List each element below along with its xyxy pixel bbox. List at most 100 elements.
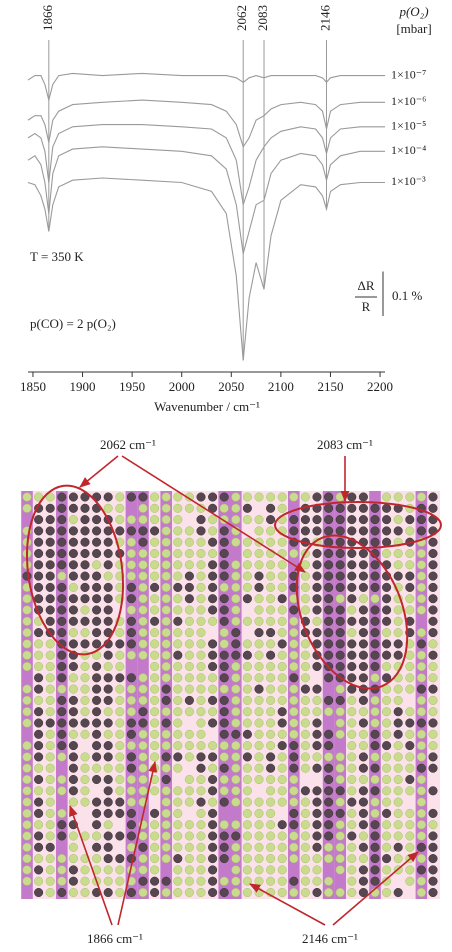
- oxygen-atom: [243, 843, 252, 852]
- oxygen-atom: [313, 753, 322, 762]
- oxygen-atom: [69, 832, 78, 841]
- oxygen-atom: [127, 651, 136, 660]
- co-molecule: [92, 685, 101, 694]
- oxygen-atom: [243, 798, 252, 807]
- oxygen-atom: [336, 764, 345, 773]
- co-molecule: [255, 685, 264, 694]
- co-molecule: [394, 572, 403, 581]
- oxygen-atom: [69, 583, 78, 592]
- co-molecule: [278, 640, 287, 649]
- oxygen-atom: [301, 606, 310, 615]
- oxygen-atom: [174, 674, 183, 683]
- oxygen-atom: [290, 843, 299, 852]
- oxygen-atom: [185, 549, 194, 558]
- oxygen-atom: [185, 606, 194, 615]
- co-molecule: [208, 640, 217, 649]
- oxygen-atom: [406, 832, 415, 841]
- co-molecule: [290, 764, 299, 773]
- co-molecule: [92, 538, 101, 547]
- arrow: [80, 456, 118, 487]
- co-molecule: [290, 877, 299, 886]
- oxygen-atom: [255, 764, 264, 773]
- co-molecule: [348, 798, 357, 807]
- co-molecule: [429, 561, 438, 570]
- oxygen-atom: [243, 685, 252, 694]
- oxygen-atom: [162, 820, 171, 829]
- oxygen-atom: [150, 594, 159, 603]
- co-molecule: [127, 832, 136, 841]
- co-molecule: [174, 651, 183, 660]
- co-molecule: [243, 753, 252, 762]
- co-molecule: [127, 888, 136, 897]
- oxygen-atom: [243, 707, 252, 716]
- co-molecule: [429, 753, 438, 762]
- co-molecule: [46, 549, 55, 558]
- oxygen-atom: [116, 662, 125, 671]
- oxygen-atom: [266, 617, 275, 626]
- oxygen-atom: [127, 561, 136, 570]
- oxygen-atom: [382, 888, 391, 897]
- co-molecule: [220, 538, 229, 547]
- co-molecule: [359, 787, 368, 796]
- co-molecule: [34, 741, 43, 750]
- oxygen-atom: [116, 787, 125, 796]
- oxygen-atom: [243, 583, 252, 592]
- oxygen-atom: [69, 888, 78, 897]
- co-molecule: [81, 515, 90, 524]
- co-molecule: [324, 640, 333, 649]
- oxygen-atom: [220, 775, 229, 784]
- oxygen-atom: [127, 515, 136, 524]
- co-molecule: [371, 730, 380, 739]
- co-molecule: [324, 741, 333, 750]
- co-molecule: [58, 628, 67, 637]
- co-molecule: [104, 854, 113, 863]
- oxygen-atom: [174, 549, 183, 558]
- oxygen-atom: [348, 707, 357, 716]
- co-molecule: [208, 787, 217, 796]
- oxygen-atom: [162, 628, 171, 637]
- oxygen-atom: [220, 753, 229, 762]
- oxygen-atom: [220, 504, 229, 513]
- oxygen-atom: [23, 787, 32, 796]
- co-molecule: [324, 820, 333, 829]
- oxygen-atom: [429, 730, 438, 739]
- oxygen-atom: [266, 527, 275, 536]
- oxygen-atom: [255, 515, 264, 524]
- oxygen-atom: [243, 640, 252, 649]
- oxygen-atom: [174, 662, 183, 671]
- oxygen-atom: [23, 843, 32, 852]
- co-molecule: [34, 798, 43, 807]
- oxygen-atom: [127, 798, 136, 807]
- co-molecule: [220, 617, 229, 626]
- oxygen-atom: [371, 809, 380, 818]
- oxygen-atom: [232, 561, 241, 570]
- oxygen-atom: [324, 707, 333, 716]
- oxygen-atom: [185, 730, 194, 739]
- co-molecule: [290, 753, 299, 762]
- oxygen-atom: [116, 730, 125, 739]
- oxygen-atom: [220, 628, 229, 637]
- oxygen-atom: [208, 527, 217, 536]
- co-molecule: [69, 741, 78, 750]
- oxygen-atom: [417, 696, 426, 705]
- co-molecule: [69, 527, 78, 536]
- co-molecule: [324, 787, 333, 796]
- co-molecule: [313, 493, 322, 502]
- oxygen-atom: [417, 741, 426, 750]
- co-molecule: [359, 561, 368, 570]
- oxygen-atom: [139, 515, 148, 524]
- co-molecule: [58, 561, 67, 570]
- oxygen-atom: [139, 696, 148, 705]
- oxygen-atom: [301, 719, 310, 728]
- oxygen-atom: [359, 775, 368, 784]
- co-molecule: [359, 764, 368, 773]
- oxygen-atom: [406, 809, 415, 818]
- co-molecule: [406, 741, 415, 750]
- oxygen-atom: [23, 640, 32, 649]
- oxygen-atom: [255, 877, 264, 886]
- co-molecule: [336, 538, 345, 547]
- co-molecule: [34, 775, 43, 784]
- oxygen-atom: [255, 854, 264, 863]
- co-molecule: [359, 820, 368, 829]
- co-molecule: [382, 606, 391, 615]
